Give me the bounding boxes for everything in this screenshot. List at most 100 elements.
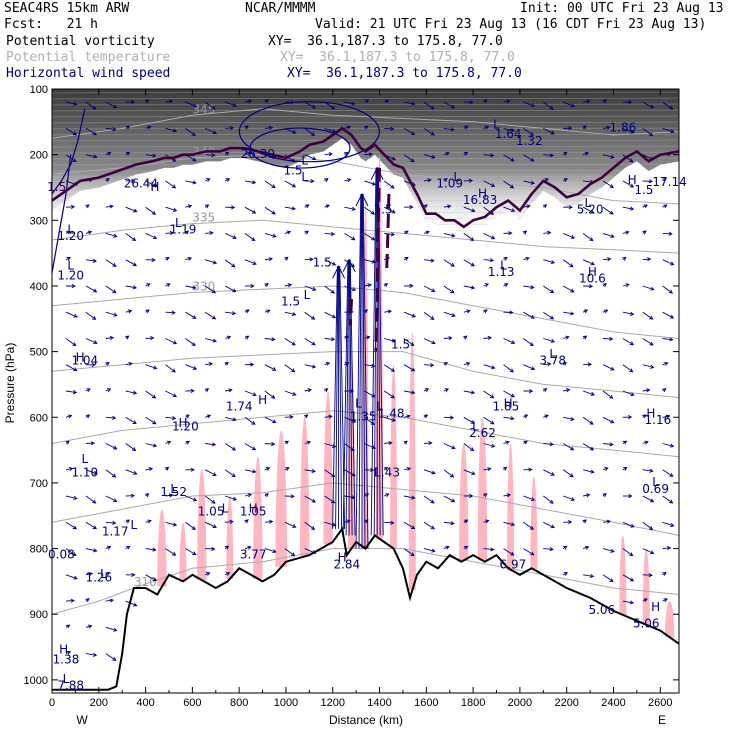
wind-vector-head [105, 361, 110, 366]
wind-vector-head [268, 125, 274, 130]
hl-marker-32: L [301, 170, 308, 184]
wind-vector-head [250, 362, 255, 367]
wind-vector [662, 495, 673, 504]
wind-vector-head [610, 234, 615, 239]
value-label-5: 16.83 [463, 193, 497, 207]
wind-vector-head [585, 545, 590, 550]
wind-vector-head [490, 183, 496, 187]
wind-vector [463, 206, 475, 212]
wind-vector [284, 338, 296, 346]
wind-vector-head [430, 258, 435, 263]
wind-vector-head [172, 157, 177, 162]
wind-vector-head [311, 364, 317, 369]
wind-vector-head [451, 498, 456, 503]
wind-vector-head [503, 466, 508, 471]
wind-vector [483, 416, 494, 425]
wind-vector-head [109, 335, 115, 340]
wind-jet-head-3 [370, 166, 384, 181]
wind-vector-head [310, 315, 316, 320]
wind-vector [364, 364, 375, 367]
wind-vector-head [265, 467, 271, 471]
wind-vector-head [451, 104, 456, 109]
value-label-19: 7.88 [57, 679, 84, 693]
wind-vector [483, 468, 491, 471]
wind-vector-head [388, 440, 393, 446]
wind-vector [582, 259, 595, 265]
wind-vector-head [529, 525, 534, 530]
x-tick-label-12: 2400 [601, 697, 625, 709]
wind-vector-head [525, 256, 530, 261]
wind-vector-head [152, 183, 158, 188]
wind-vector [543, 443, 554, 445]
value-label-30: 1.5 [283, 163, 302, 177]
wind-vector-head [664, 361, 669, 366]
wind-vector [642, 389, 650, 392]
wind-vector-head [328, 414, 333, 419]
wind-vector [185, 128, 196, 136]
wind-vector-head [547, 362, 552, 367]
wind-vector [85, 548, 97, 552]
wind-vector [423, 259, 434, 262]
wind-vector [622, 311, 634, 315]
wind-vector-head [589, 420, 594, 425]
wind-vector [145, 337, 154, 339]
wind-vector [204, 101, 216, 110]
wind-vector [304, 521, 315, 530]
y-tick-label-7: 800 [30, 544, 48, 556]
wind-vector [85, 101, 97, 110]
wind-vector [185, 311, 197, 319]
wind-vector [205, 127, 217, 134]
wind-vector-head [252, 392, 257, 397]
wind-vector [244, 233, 255, 241]
wind-vector-head [588, 284, 594, 289]
wind-vector-head [582, 519, 587, 524]
wind-vector-head [328, 152, 333, 157]
wind-vector [563, 336, 569, 339]
wind-vector [423, 442, 432, 444]
wind-vector-head [506, 99, 511, 104]
wind-vector-head [649, 104, 655, 109]
wind-vector-head [247, 545, 252, 550]
wind-vector [344, 178, 351, 182]
pv-tower-0 [374, 167, 381, 352]
wind-vector [324, 232, 335, 235]
wind-vector-head [91, 362, 96, 367]
wind-vector [145, 574, 157, 581]
wind-vector [443, 443, 455, 449]
wind-vector [503, 521, 515, 526]
value-label-45: 1.5 [47, 180, 66, 194]
wind-vector-head [370, 210, 375, 215]
wind-vector-head [643, 598, 648, 603]
wind-vector [642, 495, 654, 503]
wind-vector [224, 101, 237, 107]
wind-vector [264, 206, 276, 215]
wind-vector-head [125, 335, 130, 340]
wind-vector-head [570, 497, 576, 502]
wind-vector [284, 390, 296, 396]
wind-vector-head [147, 125, 152, 130]
wind-vector [244, 180, 256, 184]
theta-contour-2 [51, 219, 680, 254]
wind-vector [85, 572, 93, 576]
wind-vector-head [125, 125, 131, 130]
wind-vector-head [447, 204, 452, 209]
wind-vector-head [269, 519, 274, 524]
wind-vector [205, 154, 215, 156]
wind-vector [224, 495, 237, 501]
wind-vector [304, 469, 316, 472]
wind-vector-head [590, 469, 595, 474]
wind-vector [264, 416, 276, 423]
wind-vector-head [609, 336, 614, 342]
wind-vector-head [430, 131, 435, 136]
wind-vector-head [290, 158, 296, 163]
wind-vector-head [310, 526, 316, 530]
wind-vector-head [431, 548, 436, 553]
wind-vector-head [504, 283, 509, 287]
y-tick-label-6: 700 [30, 478, 48, 490]
wind-vector-head [185, 440, 191, 445]
wind-vector-head [464, 125, 469, 130]
field-name-pv: Potential vorticity [6, 34, 155, 49]
hl-marker-10: H [258, 393, 267, 407]
wind-vector-head [430, 499, 435, 504]
wind-vector-head [351, 236, 356, 241]
